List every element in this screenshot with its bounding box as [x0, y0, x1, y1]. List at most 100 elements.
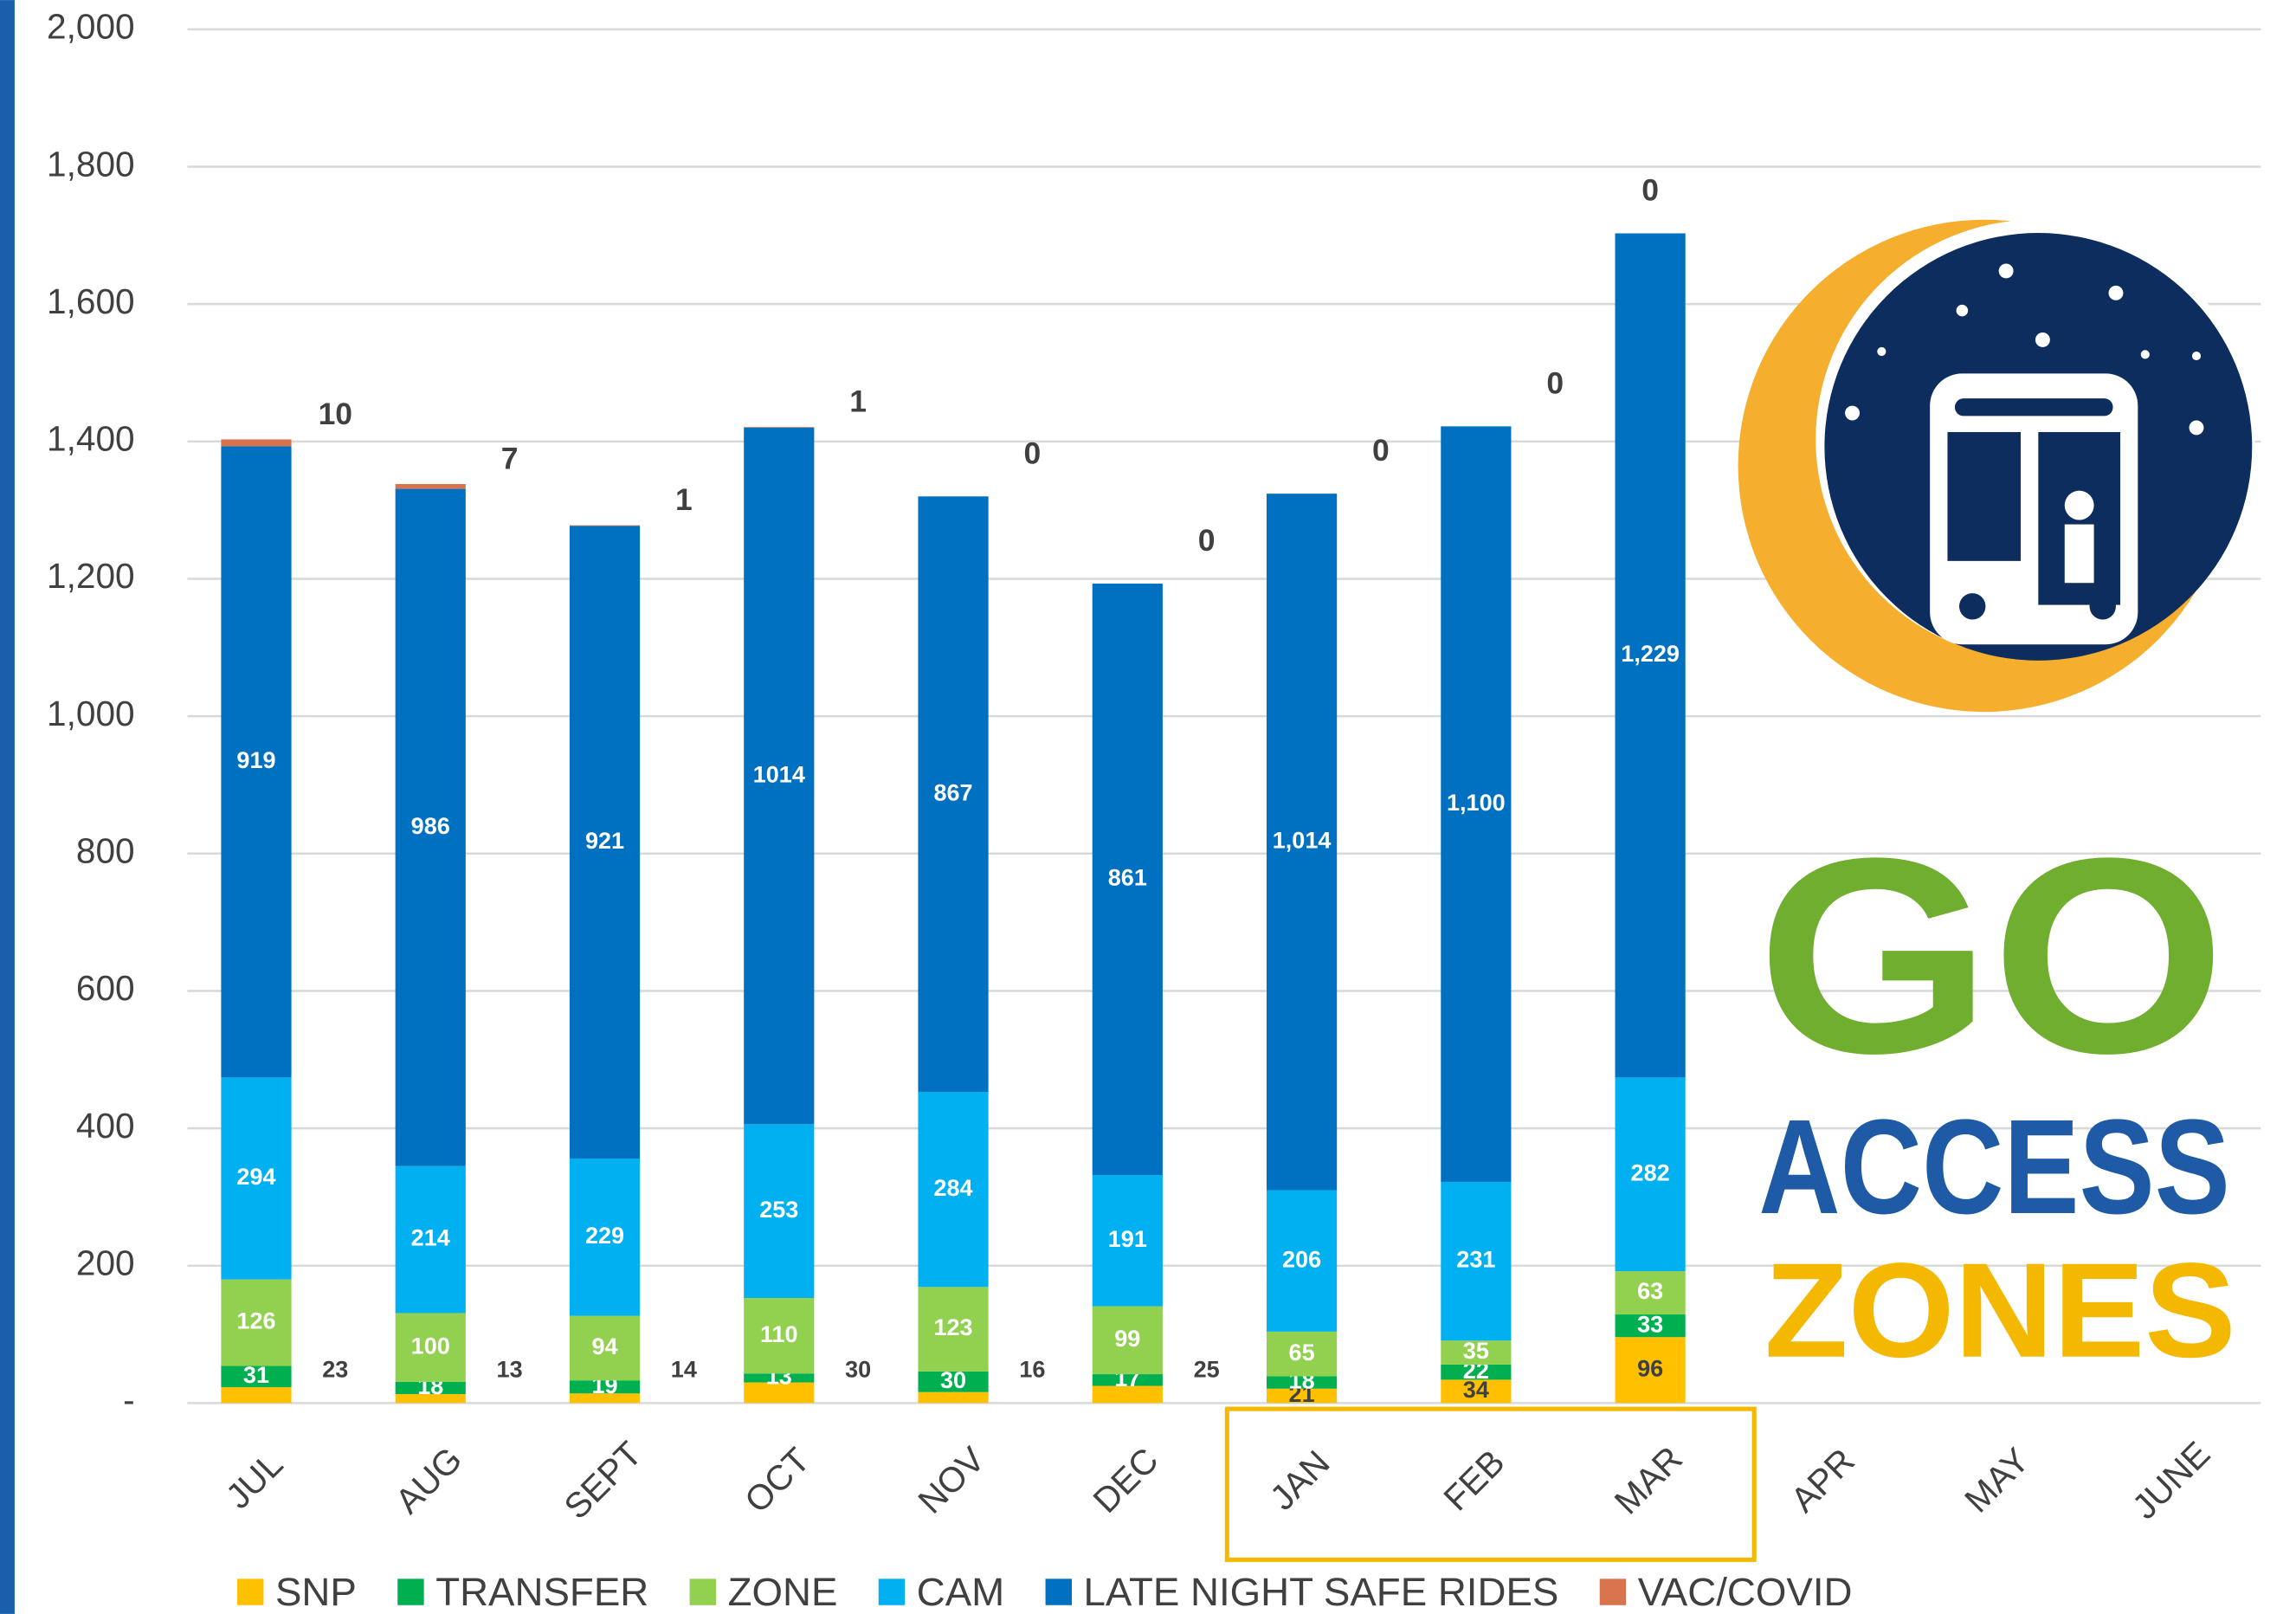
- value-label: 0: [1198, 523, 1216, 558]
- x-tick-label: APR: [1783, 1441, 1862, 1520]
- bar-segment: [744, 1373, 815, 1383]
- legend-swatch: [397, 1578, 424, 1605]
- bar-segment: [221, 1365, 292, 1388]
- y-tick-label: 1,800: [47, 144, 135, 184]
- value-label: 126: [236, 1308, 275, 1334]
- bar-segment: [918, 496, 989, 1093]
- value-label: 921: [585, 828, 624, 854]
- value-label: 282: [1631, 1159, 1670, 1185]
- x-tick-label: MAR: [1607, 1438, 1690, 1521]
- bar-segment: [569, 1393, 641, 1404]
- value-label: 867: [933, 779, 972, 805]
- value-label: 65: [1289, 1340, 1315, 1365]
- bus-light: [2089, 593, 2116, 620]
- bar-segment: [1615, 1271, 1686, 1315]
- value-label: 284: [933, 1175, 972, 1201]
- legend-swatch: [236, 1578, 264, 1605]
- bar-segment: [1266, 1388, 1338, 1404]
- bar-segment: [569, 1380, 641, 1394]
- bar-segment: [1441, 1340, 1512, 1365]
- bar-segment: [395, 1394, 466, 1404]
- x-tick-label: DEC: [1085, 1440, 1165, 1520]
- bar-segment: [744, 427, 815, 428]
- x-tick-label: MAY: [1957, 1440, 2037, 1520]
- bar-segment: [1441, 1364, 1512, 1380]
- left-strip: [0, 0, 15, 1614]
- legend-label: VAC/COVID: [1638, 1570, 1853, 1614]
- value-label: 1: [849, 384, 867, 419]
- bus-window: [1947, 432, 2022, 561]
- legend-swatch: [689, 1578, 717, 1605]
- value-label: 30: [940, 1367, 966, 1393]
- bar-segment: [1615, 1077, 1686, 1272]
- bar-segment: [569, 1158, 641, 1316]
- value-label: 123: [933, 1314, 972, 1340]
- bar-segment: [569, 1315, 641, 1381]
- plot: - 200 400 600 800 1,000 1,200 1,400 1,600 1,800 2,…: [47, 7, 2261, 1614]
- y-tick-label: 1,200: [47, 556, 135, 596]
- x-tick-label: FEB: [1435, 1442, 1512, 1518]
- bus-sign: [1954, 398, 2113, 416]
- x-tick-label: JAN: [1262, 1443, 1338, 1518]
- x-tick-label: JUNE: [2125, 1434, 2217, 1527]
- value-label: 861: [1108, 865, 1147, 891]
- value-label: 13: [497, 1356, 523, 1382]
- value-label: 100: [411, 1333, 450, 1359]
- value-label: 7: [501, 441, 519, 475]
- y-tick-label: -: [123, 1380, 135, 1420]
- bar-segment: [1266, 1331, 1338, 1377]
- value-label: 10: [319, 397, 353, 431]
- y-tick-label: 1,400: [47, 419, 135, 459]
- access-text: ACCESS: [1758, 1091, 2230, 1242]
- value-label: 34: [1463, 1377, 1489, 1403]
- bar-segment: [1266, 494, 1338, 1191]
- bar-segment: [1441, 1379, 1512, 1404]
- rider: [2064, 490, 2094, 520]
- legend-label: LATE NIGHT SAFE RIDES: [1084, 1570, 1559, 1614]
- bar-segment: [1092, 1385, 1163, 1404]
- x-tick-label: SEPT: [556, 1434, 648, 1527]
- x-tick-label: OCT: [737, 1440, 817, 1520]
- bar-segment: [918, 1391, 989, 1404]
- value-label: 0: [1546, 365, 1564, 400]
- legend-label: TRANSFER: [435, 1570, 648, 1614]
- bar-segment: [1092, 584, 1163, 1176]
- y-tick-label: 2,000: [47, 7, 135, 47]
- stars: [1845, 263, 2204, 436]
- value-label: 16: [1019, 1356, 1045, 1382]
- value-label: 94: [591, 1333, 617, 1359]
- bar-segment: [744, 1382, 815, 1404]
- y-tick-label: 1,600: [47, 281, 135, 321]
- bar-segment: [1266, 1376, 1338, 1389]
- bar-segment: [744, 1124, 815, 1299]
- bar-segment: [744, 1298, 815, 1374]
- y-tick-label: 1,000: [47, 694, 135, 733]
- highlight-box: [1224, 1406, 1757, 1562]
- y-tick-label: 400: [76, 1106, 135, 1146]
- value-label: 35: [1463, 1338, 1489, 1364]
- value-label: 231: [1456, 1247, 1495, 1273]
- value-label: 1014: [753, 761, 805, 787]
- value-label: 1,014: [1273, 827, 1332, 853]
- value-label: 1,100: [1447, 790, 1506, 816]
- bar-segment: [395, 1381, 466, 1395]
- legend: SNP TRANSFER ZONE CAM LATE NIGHT SAFE RIDES V…: [236, 1570, 1853, 1614]
- value-label: 294: [236, 1164, 275, 1190]
- bar-segment: [395, 484, 466, 489]
- x-tick-label: NOV: [910, 1439, 992, 1521]
- legend-label: ZONE: [728, 1570, 838, 1614]
- legend-label: SNP: [275, 1570, 357, 1614]
- rider-body: [2064, 524, 2094, 584]
- bar-segment: [1092, 1374, 1163, 1386]
- bar-segment: [1615, 233, 1686, 1078]
- bar-segment: [1615, 1314, 1686, 1338]
- legend-swatch: [1599, 1578, 1627, 1605]
- bar-segment: [1615, 1337, 1686, 1404]
- bar-segment: [1092, 1175, 1163, 1307]
- y-tick-label: 600: [76, 968, 135, 1008]
- value-label: 191: [1108, 1226, 1147, 1252]
- value-label: 0: [1024, 436, 1042, 470]
- bar-segment: [1266, 1190, 1338, 1332]
